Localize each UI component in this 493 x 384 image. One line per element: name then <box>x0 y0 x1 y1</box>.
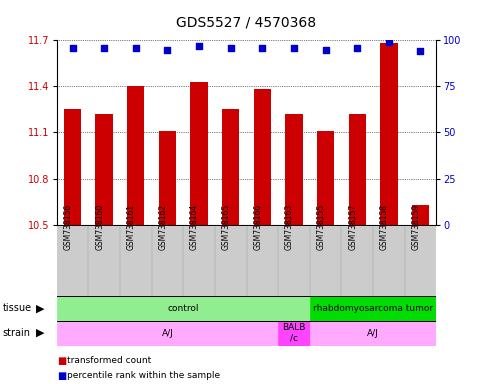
Bar <box>317 131 334 225</box>
Point <box>227 45 235 51</box>
Text: ■: ■ <box>57 356 66 366</box>
Point <box>290 45 298 51</box>
Bar <box>183 225 215 296</box>
Bar <box>412 205 429 225</box>
Bar <box>380 43 397 225</box>
Bar <box>341 225 373 296</box>
Bar <box>246 225 278 296</box>
Point <box>164 46 172 53</box>
Point <box>132 45 140 51</box>
Bar <box>57 225 88 296</box>
Bar <box>57 296 310 321</box>
Text: GSM738166: GSM738166 <box>253 204 262 250</box>
Bar <box>88 225 120 296</box>
Point <box>69 45 76 51</box>
Text: GSM738164: GSM738164 <box>190 204 199 250</box>
Text: tissue: tissue <box>2 303 32 313</box>
Text: BALB
/c: BALB /c <box>282 323 306 343</box>
Text: ▶: ▶ <box>35 303 44 313</box>
Text: GSM738162: GSM738162 <box>158 204 168 250</box>
Bar <box>159 131 176 225</box>
Bar <box>127 86 144 225</box>
Bar <box>310 225 341 296</box>
Text: GSM738158: GSM738158 <box>380 204 389 250</box>
Bar <box>253 89 271 225</box>
Bar <box>96 114 113 225</box>
Point <box>258 45 266 51</box>
Text: A/J: A/J <box>162 329 174 338</box>
Text: GSM738156: GSM738156 <box>64 204 72 250</box>
Bar <box>190 82 208 225</box>
Point <box>417 48 424 55</box>
Point <box>100 45 108 51</box>
Text: ▶: ▶ <box>35 328 44 338</box>
Point <box>385 39 393 45</box>
Text: GSM738157: GSM738157 <box>348 204 357 250</box>
Text: GSM738155: GSM738155 <box>317 204 325 250</box>
Point <box>321 46 329 53</box>
Text: GDS5527 / 4570368: GDS5527 / 4570368 <box>176 15 317 29</box>
Text: A/J: A/J <box>367 329 379 338</box>
Text: percentile rank within the sample: percentile rank within the sample <box>67 371 220 380</box>
Text: strain: strain <box>2 328 31 338</box>
Bar <box>57 321 278 346</box>
Bar <box>373 225 405 296</box>
Bar <box>405 225 436 296</box>
Bar <box>152 225 183 296</box>
Text: GSM738160: GSM738160 <box>95 204 104 250</box>
Bar <box>285 114 303 225</box>
Bar <box>120 225 152 296</box>
Bar <box>215 225 246 296</box>
Text: GSM738159: GSM738159 <box>412 204 421 250</box>
Text: transformed count: transformed count <box>67 356 151 366</box>
Point <box>353 45 361 51</box>
Bar <box>64 109 81 225</box>
Text: ■: ■ <box>57 371 66 381</box>
Text: GSM738165: GSM738165 <box>222 204 231 250</box>
Bar <box>278 225 310 296</box>
Text: rhabdomyosarcoma tumor: rhabdomyosarcoma tumor <box>313 304 433 313</box>
Bar <box>222 109 240 225</box>
Text: GSM738163: GSM738163 <box>285 204 294 250</box>
Bar <box>278 321 310 346</box>
Bar <box>349 114 366 225</box>
Text: control: control <box>168 304 199 313</box>
Point <box>195 43 203 49</box>
Bar <box>310 296 436 321</box>
Bar <box>310 321 436 346</box>
Text: GSM738161: GSM738161 <box>127 204 136 250</box>
